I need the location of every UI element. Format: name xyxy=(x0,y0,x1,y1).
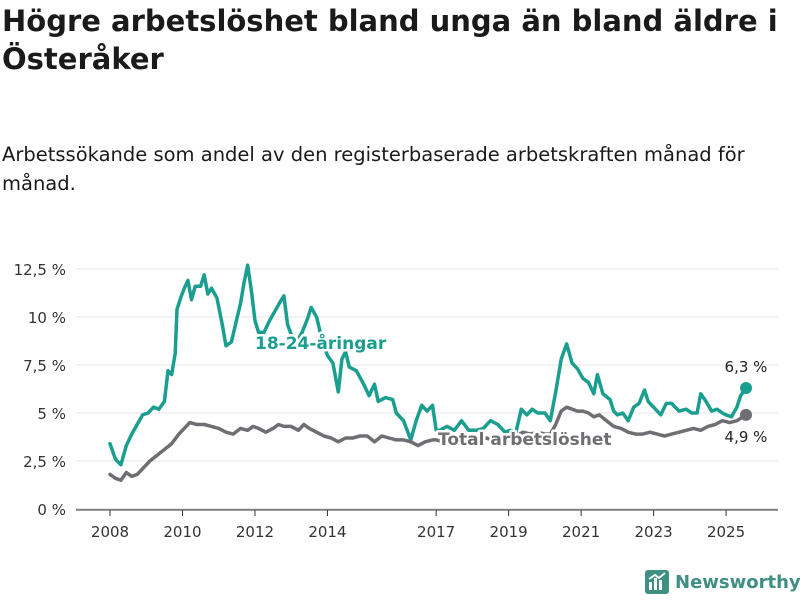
x-tick-label: 2014 xyxy=(308,523,346,541)
chart-subtitle: Arbetssökande som andel av den registerb… xyxy=(2,143,745,195)
bar-chart-logo-icon xyxy=(645,570,669,594)
x-tick-label: 2012 xyxy=(236,523,274,541)
grid-layer xyxy=(76,268,778,510)
y-tick-label: 2,5 % xyxy=(23,453,66,471)
young-series-label: 18-24-åringar xyxy=(255,332,387,354)
x-tick-label: 2025 xyxy=(707,523,745,541)
y-tick-label: 12,5 % xyxy=(14,261,66,279)
chart-title: Högre arbetslöshet bland unga än bland ä… xyxy=(2,4,778,76)
axis-layer: 0 % 2,5 % 5 % 7,5 % 10 % 12,5 % 2008 2010 2012 20… xyxy=(14,261,778,541)
newsworthy-logo: Newsworthy xyxy=(645,570,800,594)
total-series-label-halo: Total arbetslöshet xyxy=(438,430,612,450)
x-tick-label: 2023 xyxy=(634,523,672,541)
young-last-value-label: 6,3 % xyxy=(725,358,768,376)
total-last-value-label: 4,9 % xyxy=(725,428,768,446)
y-tick-label: 10 % xyxy=(28,309,66,327)
x-tick-label: 2017 xyxy=(417,523,455,541)
young-last-point xyxy=(740,382,752,395)
total-series-label: Total arbetslöshet xyxy=(438,430,612,450)
young-series-label-halo: 18-24-åringar xyxy=(255,332,387,354)
total-last-point xyxy=(740,408,752,421)
total-series-line xyxy=(108,405,748,482)
x-tick-label: 2008 xyxy=(91,523,129,541)
y-tick-label: 0 % xyxy=(37,501,66,519)
y-tick-label: 5 % xyxy=(37,405,66,423)
y-tick-label: 7,5 % xyxy=(23,357,66,375)
brand-name: Newsworthy xyxy=(675,571,800,593)
x-tick-label: 2021 xyxy=(562,523,600,541)
young-series-line xyxy=(108,263,748,467)
x-tick-label: 2010 xyxy=(163,523,201,541)
x-tick-label: 2019 xyxy=(490,523,528,541)
series-layer xyxy=(108,263,752,482)
